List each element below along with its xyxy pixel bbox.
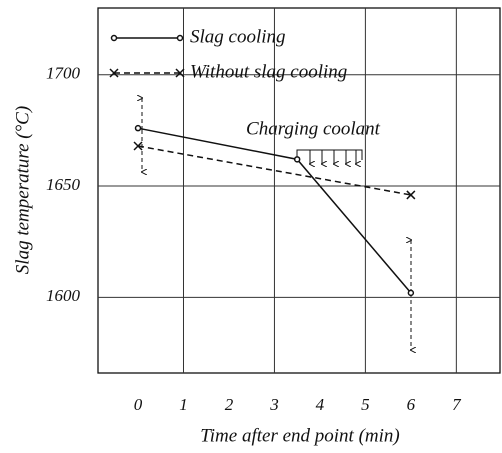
legend-marker [109,68,119,78]
x-tick-label: 5 [361,395,370,414]
x-axis-label: Time after end point (min) [200,425,399,446]
x-tick-label: 2 [225,395,234,414]
data-point [133,141,143,151]
annotation: Charging coolant [246,118,381,139]
legend-marker [176,34,184,42]
legend-label: Slag cooling [190,26,286,47]
x-tick-label: 0 [134,395,143,414]
coolant-bracket [296,149,363,164]
data-point [407,289,415,297]
legend-label: Without slag cooling [190,61,347,82]
series-line [137,145,412,196]
y-tick-label: 1700 [46,64,81,83]
range-arrows [142,98,411,350]
y-tick-label: 1600 [46,286,81,305]
x-tick-label: 3 [269,395,279,414]
x-tick-label: 4 [316,395,325,414]
y-axis-label: Slag temperature (°C) [12,106,33,274]
data-point [134,124,142,132]
y-tick-label: 1650 [46,175,81,194]
x-tick-label: 1 [179,395,188,414]
x-tick-label: 7 [452,395,462,414]
plot-frame [97,7,501,374]
data-point [293,156,301,163]
data-point [406,190,416,200]
x-tick-label: 6 [407,395,416,414]
legend-marker [175,68,185,78]
legend-marker [110,34,118,42]
